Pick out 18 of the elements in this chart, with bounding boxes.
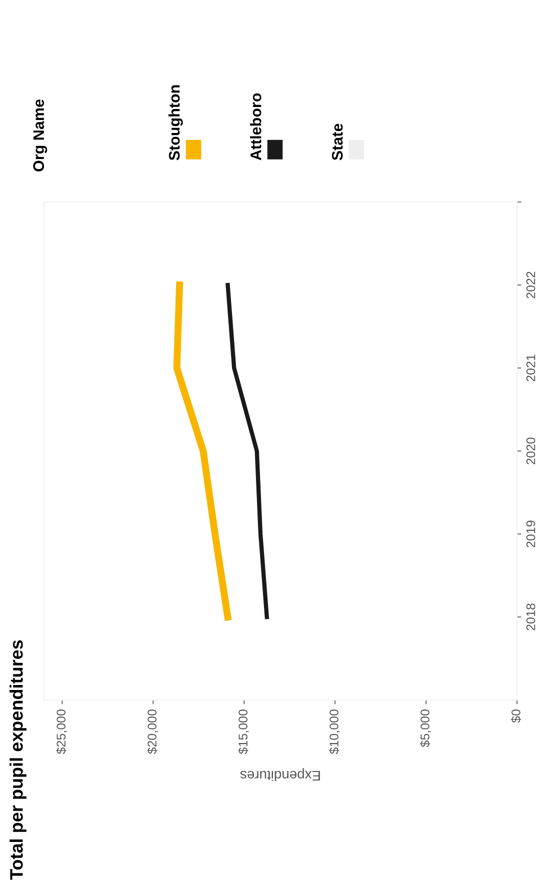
x-tick-label: $20,000 xyxy=(147,710,158,754)
text: Attleboro xyxy=(250,93,262,160)
y-tick-label: 2020 xyxy=(526,438,536,464)
y-tick-label: 2018 xyxy=(526,604,536,630)
legend-label: State xyxy=(332,124,343,160)
y-tick-label: 2021 xyxy=(526,354,536,382)
y-tick-label: 2022 xyxy=(526,272,536,298)
y-tick-label: 2019 xyxy=(526,520,536,548)
text: Total per pupil expenditures xyxy=(10,640,26,880)
text: Stoughton xyxy=(168,85,183,160)
x-tick-label: $5,000 xyxy=(420,710,431,748)
line-series xyxy=(226,282,269,620)
x-tick-label: $0 xyxy=(510,710,522,723)
x-tick-label: $25,000 xyxy=(56,710,68,754)
x-tick-label: $10,000 xyxy=(329,710,340,754)
x-tick-label: $15,000 xyxy=(238,710,249,754)
legend-title: Org Name xyxy=(33,100,48,172)
x-axis-title: Expenditures xyxy=(240,768,320,782)
